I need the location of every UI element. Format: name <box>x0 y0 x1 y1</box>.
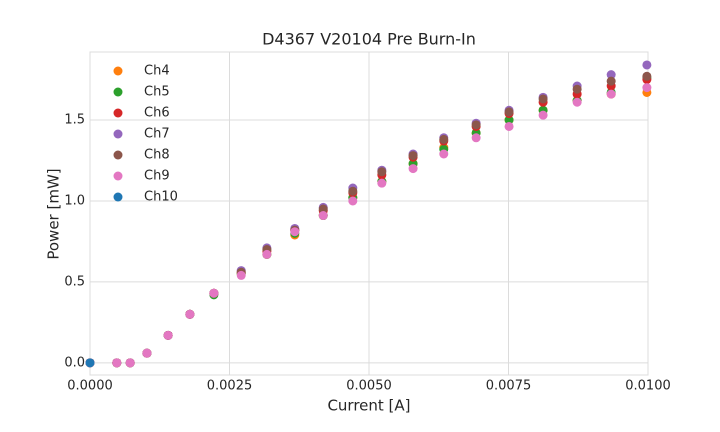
point <box>538 110 548 120</box>
legend-marker <box>113 192 123 202</box>
point <box>318 211 328 221</box>
point <box>236 270 246 280</box>
point <box>572 84 582 94</box>
x-tick-label: 0.0100 <box>625 379 671 394</box>
point <box>538 94 548 104</box>
legend-marker <box>113 108 123 118</box>
legend-marker <box>113 150 123 160</box>
y-axis-label: Power [mW] <box>45 168 63 259</box>
point <box>408 151 418 161</box>
legend-marker <box>113 87 123 97</box>
plot-frame <box>89 51 649 376</box>
point <box>642 83 652 93</box>
point <box>504 115 514 125</box>
legend-marker <box>113 129 123 139</box>
x-tick-label: 0.0000 <box>67 379 113 394</box>
x-tick-label: 0.0050 <box>346 379 392 394</box>
point <box>471 120 481 130</box>
x-axis-label: Current [A] <box>327 397 410 415</box>
point <box>142 348 152 358</box>
chart-title: D4367 V20104 Pre Burn-In <box>262 30 476 49</box>
point <box>348 196 358 206</box>
point <box>290 227 300 237</box>
legend-marker <box>113 171 123 181</box>
point <box>85 358 95 368</box>
y-tick-label: 1.0 <box>64 193 85 208</box>
point <box>606 89 616 99</box>
legend-label: Ch8 <box>144 148 170 163</box>
legend-label: Ch6 <box>144 106 170 121</box>
point <box>504 107 514 117</box>
legend-marker <box>113 66 123 76</box>
legend-label: Ch5 <box>144 85 170 100</box>
point <box>163 330 173 340</box>
point <box>439 149 449 159</box>
legend-label: Ch10 <box>144 190 178 205</box>
point <box>377 178 387 188</box>
point <box>125 358 135 368</box>
point <box>348 186 358 196</box>
x-tick-label: 0.0025 <box>207 379 253 394</box>
point <box>209 288 219 298</box>
point <box>185 309 195 319</box>
point <box>471 133 481 143</box>
point <box>377 167 387 177</box>
y-tick-label: 0.5 <box>64 274 85 289</box>
legend-label: Ch9 <box>144 169 170 184</box>
point <box>606 76 616 86</box>
point <box>606 70 616 80</box>
point <box>572 97 582 107</box>
x-tick-label: 0.0075 <box>486 379 532 394</box>
point <box>262 249 272 259</box>
point <box>112 358 122 368</box>
legend-label: Ch7 <box>144 127 170 142</box>
point <box>504 121 514 131</box>
y-tick-label: 1.5 <box>64 113 85 128</box>
y-tick-label: 0.0 <box>64 355 85 370</box>
point <box>642 71 652 81</box>
point <box>318 204 328 214</box>
point <box>439 134 449 144</box>
point <box>642 60 652 70</box>
point <box>408 164 418 174</box>
legend-label: Ch4 <box>144 64 170 79</box>
